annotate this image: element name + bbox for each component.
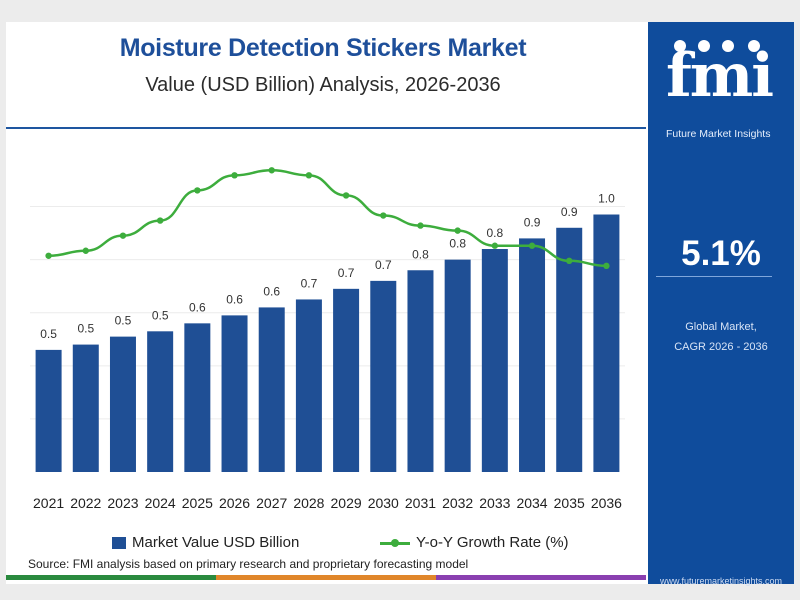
bar-2034 <box>519 238 546 472</box>
sidebar-divider <box>656 276 772 277</box>
bar-label-2029: 0.7 <box>338 266 355 280</box>
growth-point-2032 <box>454 227 461 234</box>
growth-point-2033 <box>491 242 499 249</box>
bar-label-2023: 0.5 <box>115 314 132 328</box>
x-tick-2022: 2022 <box>70 495 101 511</box>
bar-label-2026: 0.6 <box>226 292 243 306</box>
growth-point-2023 <box>119 232 127 239</box>
bar-label-2032: 0.8 <box>449 237 466 251</box>
chart-plot: 0.5 0.5 0.5 0.5 0.6 0.6 0.6 0.7 0.7 0.7 0.8 0.8 0.8 0… <box>30 167 625 511</box>
legend-line-label: Y-o-Y Growth Rate (%) <box>416 534 569 551</box>
website-url[interactable]: www.futuremarketinsights.com <box>659 576 783 586</box>
legend-bar-swatch <box>112 536 126 549</box>
growth-point-2034 <box>528 242 536 249</box>
bar-label-2028: 0.7 <box>301 276 318 290</box>
x-tick-2031: 2031 <box>405 495 436 511</box>
sidebar-panel: fmi Future Market Insights 5.1% Global M… <box>648 22 794 586</box>
x-tick-2035: 2035 <box>554 495 585 511</box>
bar-2028 <box>295 299 322 472</box>
x-tick-2023: 2023 <box>107 495 138 511</box>
growth-point-2027 <box>268 167 275 174</box>
logo-text: fmi <box>666 41 774 111</box>
bar-2023 <box>109 336 136 472</box>
source-note: Source: FMI analysis based on primary re… <box>28 557 469 571</box>
bar-label-2030: 0.7 <box>375 258 392 272</box>
legend-bar-label: Market Value USD Billion <box>132 534 300 551</box>
bar-2033 <box>481 249 508 472</box>
legend-item-bar: Market Value USD Billion <box>112 534 299 551</box>
x-tick-2036: 2036 <box>591 495 622 511</box>
legend-line-swatch <box>380 537 410 549</box>
bar-value-labels: 0.5 0.5 0.5 0.5 0.6 0.6 0.6 0.7 0.7 0.7 0.8 0.8 0.8 0… <box>40 192 615 341</box>
x-tick-2025: 2025 <box>182 495 213 511</box>
bar-label-2036: 1.0 <box>598 192 615 206</box>
bar-label-2024: 0.5 <box>152 308 169 322</box>
bar-label-2022: 0.5 <box>77 322 94 336</box>
chart-title: Moisture Detection Stickers Market <box>119 34 527 62</box>
bar-2029 <box>333 288 360 472</box>
bar-label-2021: 0.5 <box>40 327 57 341</box>
x-tick-2032: 2032 <box>442 495 473 511</box>
growth-point-2035 <box>566 257 573 264</box>
legend-item-line: Y-o-Y Growth Rate (%) <box>380 534 569 551</box>
bar-2027 <box>258 307 285 472</box>
cagr-caption-line1: Global Market, <box>685 321 757 333</box>
growth-point-2026 <box>231 172 238 179</box>
growth-point-2029 <box>342 192 350 199</box>
growth-point-2022 <box>82 247 89 254</box>
bar-label-2035: 0.9 <box>561 205 578 219</box>
bottom-color-bar <box>6 575 646 580</box>
bar-label-2025: 0.6 <box>189 300 206 314</box>
bar-label-2031: 0.8 <box>412 247 429 261</box>
growth-point-2031 <box>417 222 424 229</box>
logo-icons <box>674 40 760 52</box>
x-tick-2029: 2029 <box>331 495 362 511</box>
fmi-logo: fmi Future Market Insights <box>662 36 782 140</box>
growth-point-2030 <box>380 212 387 219</box>
bar-2032 <box>444 259 471 472</box>
x-tick-2027: 2027 <box>256 495 287 511</box>
bar-2021 <box>35 349 62 472</box>
x-tick-2026: 2026 <box>219 495 250 511</box>
x-tick-2024: 2024 <box>145 495 176 511</box>
growth-line-path <box>48 169 607 268</box>
bar-2030 <box>370 280 397 472</box>
x-tick-2034: 2034 <box>516 495 547 511</box>
bar-2031 <box>407 270 434 472</box>
x-tick-2033: 2033 <box>479 495 510 511</box>
bar-label-2033: 0.8 <box>487 226 504 240</box>
cagr-caption-line2: CAGR 2026 - 2036 <box>674 341 768 353</box>
chart-subtitle: Value (USD Billion) Analysis, 2026-2036 <box>145 74 501 96</box>
x-tick-2028: 2028 <box>293 495 324 511</box>
growth-point-2024 <box>156 217 164 224</box>
growth-line-series <box>45 167 610 270</box>
bar-2024 <box>147 331 174 472</box>
header-divider <box>6 127 646 129</box>
growth-point-2025 <box>194 187 201 194</box>
logo-subtitle: Future Market Insights <box>666 128 771 140</box>
bar-label-2027: 0.6 <box>263 284 280 298</box>
x-axis-ticks: 2021 2022 2023 2024 2025 2026 2027 2028 2029 2030… <box>33 495 622 511</box>
cagr-value: 5.1% <box>681 234 761 273</box>
bar-2035 <box>556 227 583 472</box>
bar-2022 <box>72 344 99 472</box>
bar-2026 <box>221 315 248 472</box>
bar-2025 <box>184 323 211 472</box>
x-tick-2030: 2030 <box>368 495 399 511</box>
x-tick-2021: 2021 <box>33 495 64 511</box>
bar-2036 <box>593 214 620 472</box>
growth-point-2021 <box>45 252 52 259</box>
growth-point-2036 <box>603 262 610 270</box>
bar-label-2034: 0.9 <box>524 215 541 229</box>
cagr-caption: Global Market, CAGR 2026 - 2036 <box>648 317 794 357</box>
bar-series <box>35 214 620 472</box>
growth-point-2028 <box>305 172 313 179</box>
